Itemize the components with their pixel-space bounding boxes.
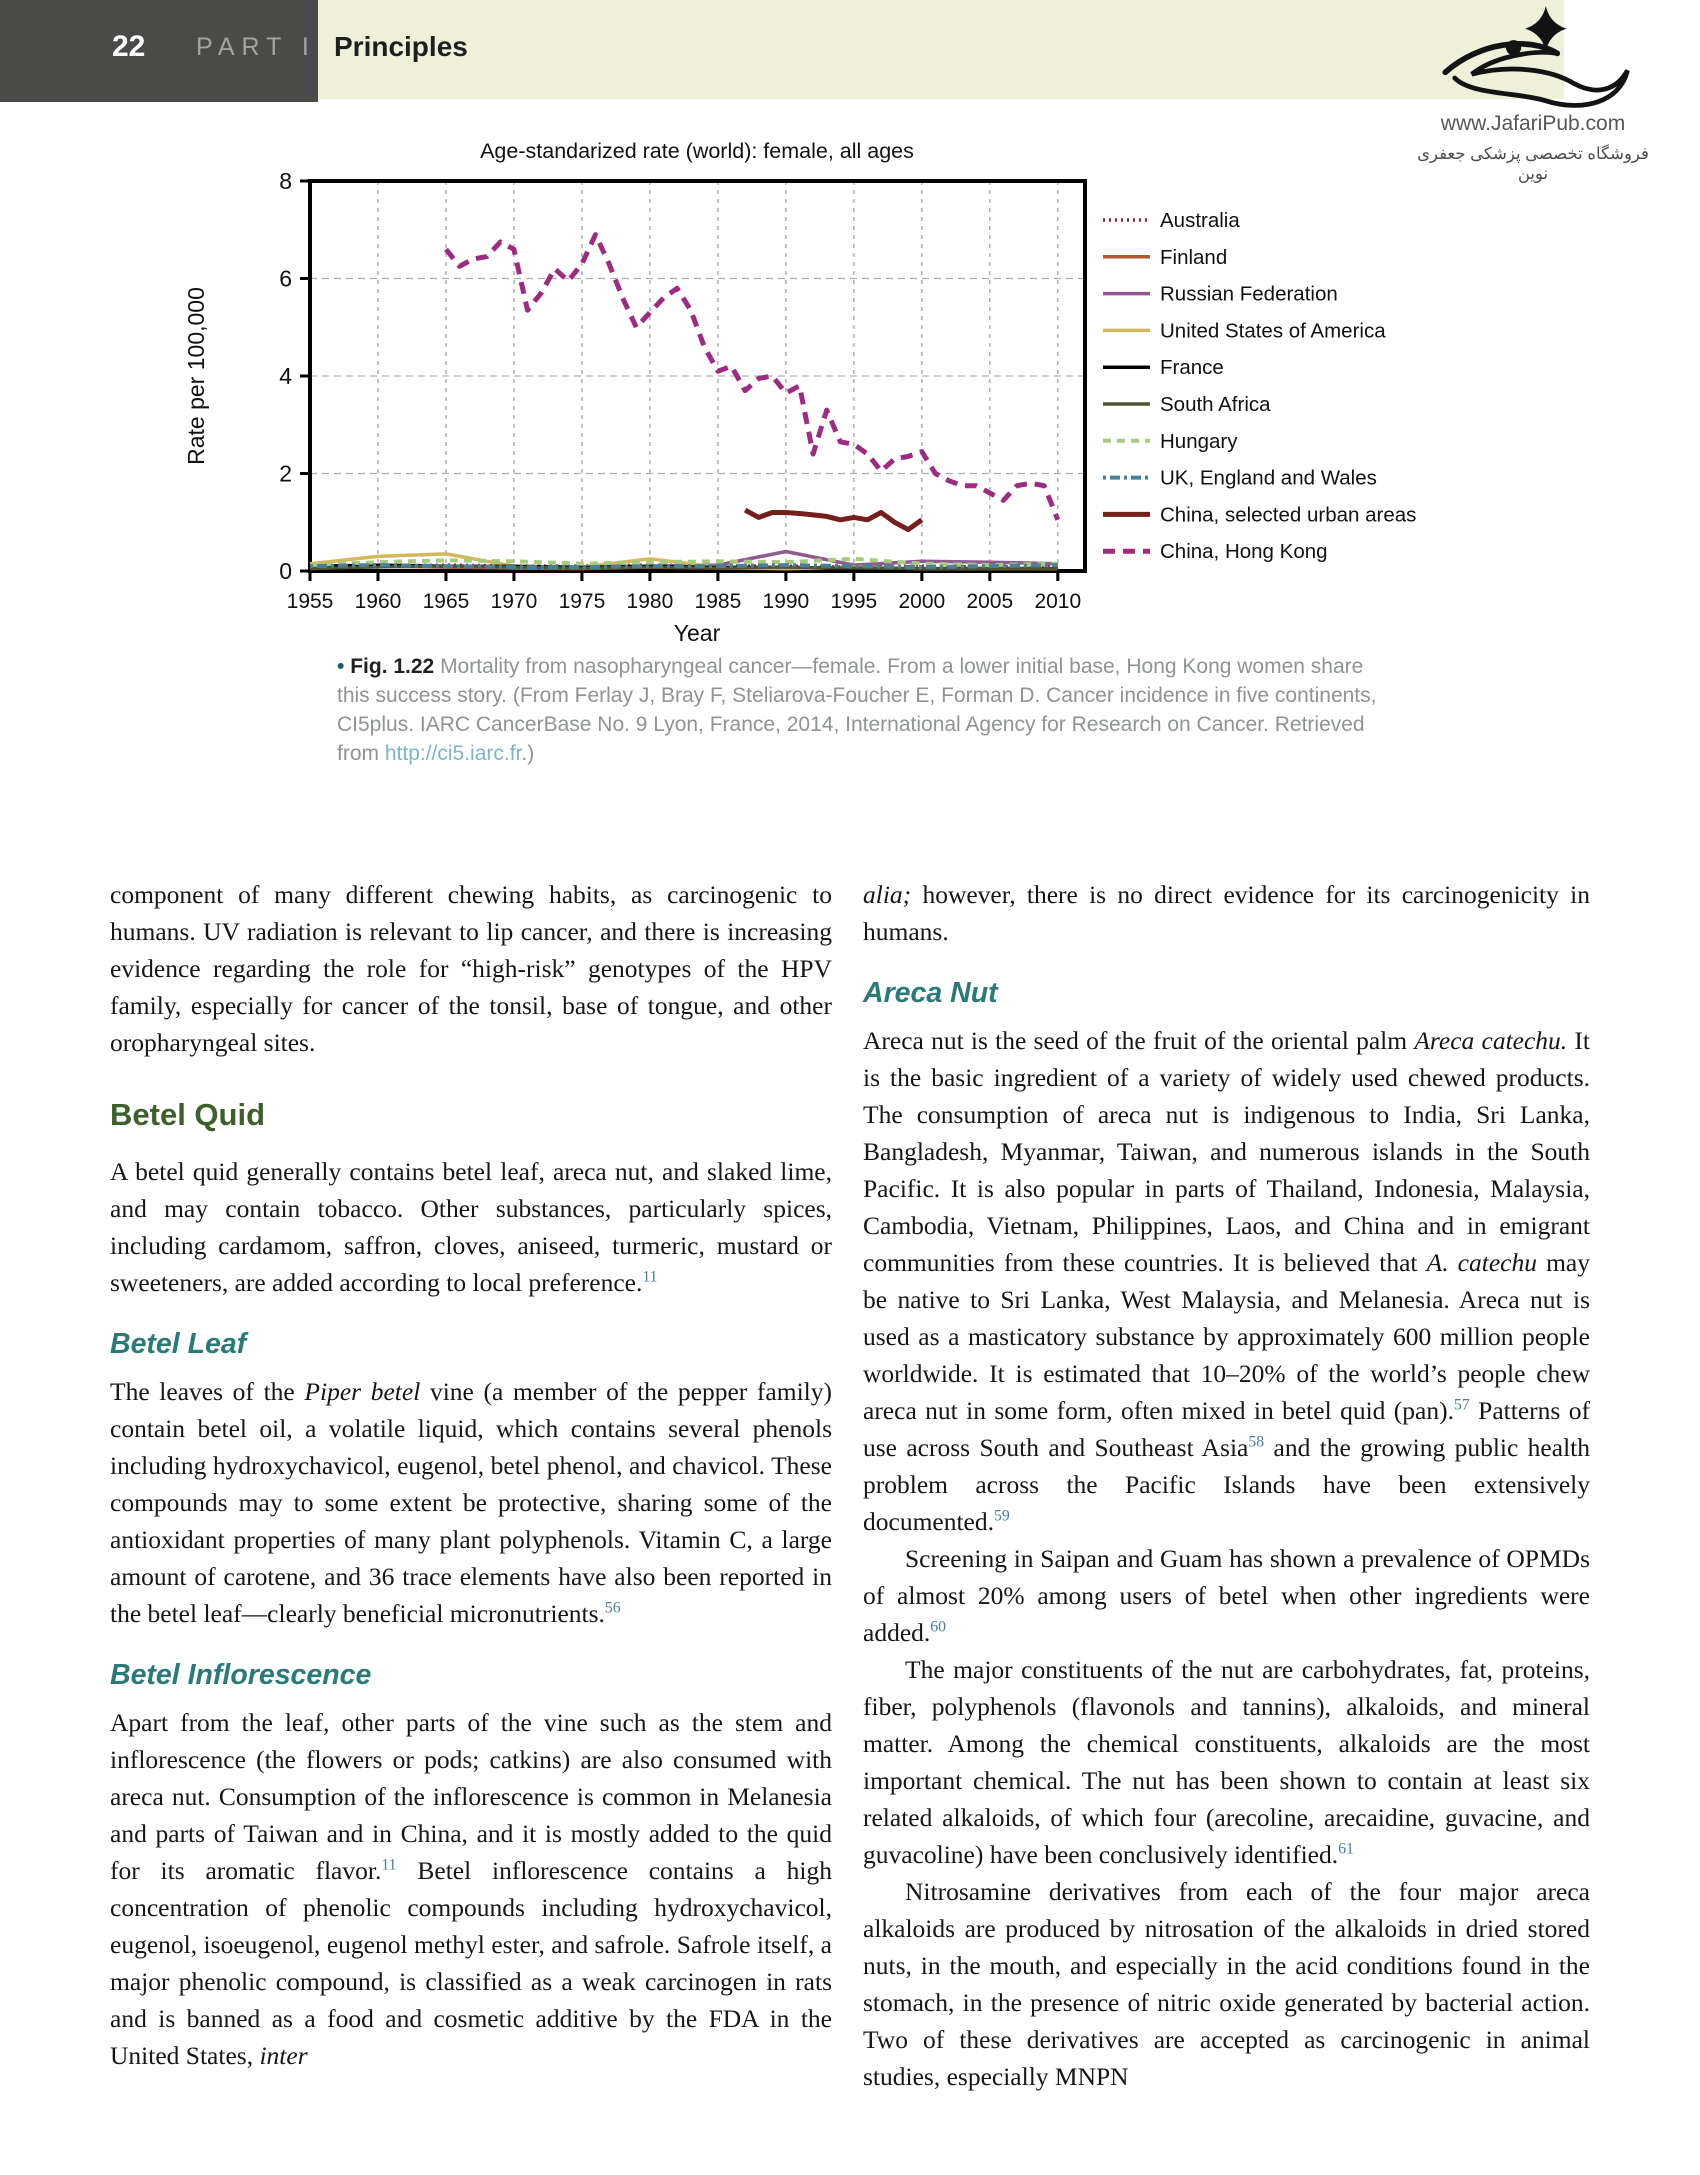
y-tick-label: 2	[279, 461, 292, 487]
header-strip	[318, 0, 1564, 99]
text-run: may be native to Sri Lanka, West Malaysi…	[863, 1248, 1590, 1425]
text-run: Nitrosamine derivatives from each of the…	[863, 1877, 1590, 2091]
reference-superscript: 56	[604, 1599, 621, 1617]
text-run: A. catechu	[1426, 1248, 1537, 1277]
reference-superscript: 59	[994, 1507, 1010, 1525]
text-run: The major constituents of the nut are ca…	[863, 1655, 1590, 1869]
legend-label: Australia	[1160, 209, 1240, 232]
caption-bullet: •	[337, 655, 345, 678]
reference-superscript: 11	[381, 1856, 397, 1874]
x-tick-label: 2010	[1034, 590, 1081, 613]
subsection-heading: Areca Nut	[863, 977, 998, 1009]
reference-superscript: 61	[1338, 1840, 1354, 1858]
body-paragraph: The leaves of the Piper betel vine (a me…	[110, 1373, 832, 1632]
text-run: Areca catechu.	[1414, 1026, 1568, 1055]
logo-url-text: www.JafariPub.com	[1440, 112, 1626, 135]
body-paragraph: Screening in Saipan and Guam has shown a…	[863, 1540, 1590, 1651]
text-run: Betel inflorescence contains a high conc…	[110, 1856, 832, 2070]
y-tick-label: 0	[279, 558, 292, 584]
figure-caption: • Fig. 1.22 Mortality from nasopharyngea…	[337, 652, 1379, 768]
x-tick-label: 1980	[627, 590, 674, 613]
section-title: Principles	[334, 31, 468, 62]
text-run: Areca nut is the seed of the fruit of th…	[863, 1026, 1415, 1055]
y-tick-label: 4	[279, 363, 292, 389]
series-uk-england-and-wales	[309, 563, 1058, 570]
mortality-chart: 1955 1960 1965 1970 1975 1980 1985 1990 1995 2000…	[183, 139, 1416, 646]
y-axis-label: Rate per 100,000	[183, 287, 209, 465]
x-axis-label: Year	[674, 620, 721, 646]
caption-text-after: .)	[521, 742, 535, 765]
body-paragraph: A betel quid generally contains betel le…	[110, 1153, 832, 1301]
text-run: inter	[259, 2041, 308, 2070]
subsection-heading: Betel Inflorescence	[110, 1659, 372, 1691]
text-run: Screening in Saipan and Guam has shown a…	[863, 1544, 1590, 1647]
y-tick-label: 8	[279, 168, 292, 194]
text-run: alia;	[863, 880, 912, 909]
reference-superscript: 60	[930, 1618, 947, 1636]
caption-link[interactable]: http://ci5.iarc.fr	[384, 742, 522, 765]
reference-superscript: 58	[1248, 1433, 1265, 1451]
section-heading: Betel Quid	[110, 1097, 266, 1132]
part-label: PART I	[196, 33, 316, 61]
x-tick-label: 2000	[898, 590, 945, 613]
body-paragraph: Nitrosamine derivatives from each of the…	[863, 1873, 1590, 2095]
body-paragraph: Apart from the leaf, other parts of the …	[110, 1704, 832, 2074]
legend-label: Finland	[1160, 246, 1227, 269]
reference-superscript: 57	[1453, 1396, 1470, 1414]
caption-text: Mortality from nasopharyngeal cancer—fem…	[337, 655, 1377, 765]
calligraphy-logo-icon	[1441, 5, 1630, 108]
series-china-hong-kong	[444, 232, 1061, 521]
legend-label: China, Hong Kong	[1160, 540, 1328, 563]
x-tick-label: 1985	[695, 590, 742, 613]
series-hungary	[309, 556, 1058, 568]
logo-persian-text: فروشگاه تخصصی پزشکی جعفری نوین	[1417, 145, 1649, 183]
text-run: It is the basic ingredient of a variety …	[863, 1026, 1591, 1277]
legend-label: United States of America	[1160, 319, 1386, 342]
figure-label: Fig. 1.22	[350, 655, 435, 678]
legend-label: China, selected urban areas	[1160, 503, 1416, 526]
header-bar	[0, 0, 318, 102]
legend-label: South Africa	[1160, 393, 1271, 416]
text-run: Apart from the leaf, other parts of the …	[110, 1708, 832, 1885]
x-tick-label: 1975	[559, 590, 606, 613]
body-paragraph: Areca nut is the seed of the fruit of th…	[863, 1022, 1590, 1540]
y-tick-label: 6	[279, 266, 292, 292]
x-tick-label: 1970	[491, 590, 538, 613]
chart-title: Age-standarized rate (world): female, al…	[480, 139, 914, 163]
x-tick-label: 1995	[831, 590, 878, 613]
x-tick-label: 1955	[287, 590, 334, 613]
legend-label: UK, England and Wales	[1160, 467, 1377, 490]
publisher-logo: www.JafariPub.com فروشگاه تخصصی پزشکی جع…	[1408, 4, 1658, 184]
text-run: A betel quid generally contains betel le…	[110, 1157, 832, 1297]
series-china-selected-urban-areas	[743, 507, 924, 533]
left-column: component of many different chewing habi…	[110, 876, 832, 2074]
reference-superscript: 11	[642, 1268, 658, 1286]
subsection-heading: Betel Leaf	[110, 1328, 247, 1360]
text-run: Patterns of use across South and Southea…	[863, 1396, 1590, 1462]
page-number: 22	[112, 30, 146, 63]
x-tick-label: 1965	[423, 590, 470, 613]
text-run: vine (a member of the pepper family) con…	[110, 1377, 832, 1628]
text-run: The leaves of the	[110, 1377, 305, 1406]
legend-label: Russian Federation	[1160, 283, 1338, 306]
text-run: component of many different chewing habi…	[110, 880, 832, 1057]
x-tick-label: 1990	[763, 590, 810, 613]
x-tick-label: 2005	[966, 590, 1013, 613]
body-paragraph: alia; however, there is no direct eviden…	[863, 876, 1590, 950]
x-tick-label: 1960	[355, 590, 402, 613]
body-paragraph: The major constituents of the nut are ca…	[863, 1651, 1590, 1873]
right-column: alia; however, there is no direct eviden…	[863, 876, 1590, 2095]
text-run: Piper betel	[304, 1377, 421, 1406]
legend-label: Hungary	[1160, 430, 1238, 453]
legend-label: France	[1160, 356, 1224, 379]
text-run: and the growing public health problem ac…	[863, 1433, 1590, 1536]
text-run: however, there is no direct evidence for…	[863, 880, 1590, 946]
body-paragraph: component of many different chewing habi…	[110, 876, 832, 1061]
